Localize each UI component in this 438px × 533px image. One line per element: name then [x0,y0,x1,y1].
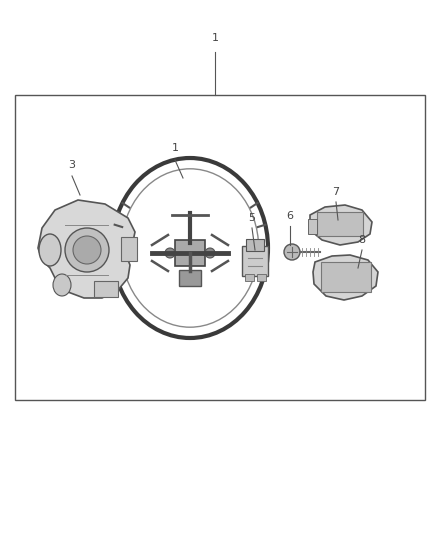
Text: 1: 1 [172,143,179,153]
Text: 3: 3 [68,160,75,170]
Text: 5: 5 [248,213,255,223]
FancyBboxPatch shape [179,270,201,286]
FancyBboxPatch shape [257,273,265,280]
FancyBboxPatch shape [321,262,371,292]
FancyBboxPatch shape [121,237,137,261]
FancyBboxPatch shape [307,219,317,233]
Circle shape [205,248,215,258]
Circle shape [284,244,300,260]
Text: 1: 1 [212,33,219,43]
Bar [15,95,425,400]
Polygon shape [313,255,378,300]
Text: 7: 7 [332,187,339,197]
Circle shape [73,236,101,264]
FancyBboxPatch shape [244,273,254,280]
Circle shape [165,248,175,258]
FancyBboxPatch shape [246,239,264,251]
FancyBboxPatch shape [242,246,268,276]
Text: 6: 6 [286,211,293,221]
Polygon shape [38,200,135,298]
Circle shape [65,228,109,272]
FancyBboxPatch shape [175,240,205,266]
Polygon shape [310,205,372,245]
Text: 8: 8 [358,235,366,245]
FancyBboxPatch shape [317,212,363,236]
Ellipse shape [39,234,61,266]
Ellipse shape [53,274,71,296]
FancyBboxPatch shape [94,281,118,297]
